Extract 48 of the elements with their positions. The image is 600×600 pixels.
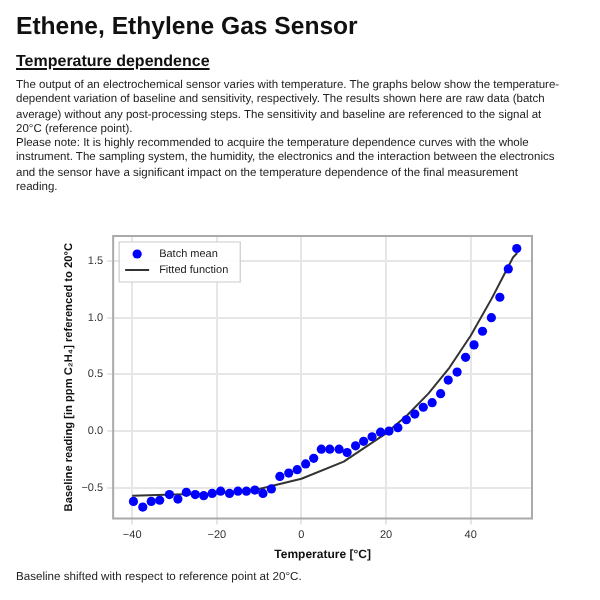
point bbox=[258, 488, 268, 499]
chart-subtitle: Temperature dependence bbox=[16, 52, 210, 70]
point bbox=[375, 427, 386, 437]
point bbox=[199, 491, 209, 501]
point bbox=[427, 398, 437, 408]
point bbox=[367, 432, 377, 442]
point bbox=[384, 426, 394, 436]
point bbox=[241, 486, 252, 496]
point bbox=[410, 409, 420, 419]
point bbox=[443, 375, 453, 385]
point bbox=[173, 494, 183, 504]
point bbox=[292, 465, 302, 475]
point bbox=[486, 313, 496, 323]
point bbox=[216, 486, 226, 496]
point bbox=[275, 471, 285, 482]
point bbox=[495, 292, 505, 302]
point bbox=[512, 243, 522, 254]
point bbox=[503, 264, 513, 274]
point bbox=[359, 436, 369, 446]
point bbox=[309, 453, 319, 463]
point bbox=[146, 496, 156, 506]
point bbox=[181, 487, 191, 497]
chart-title: Ethene, Ethylene Gas Sensor bbox=[16, 12, 358, 40]
point bbox=[469, 340, 479, 350]
point bbox=[301, 459, 311, 469]
point bbox=[164, 489, 175, 500]
point bbox=[418, 402, 428, 412]
point bbox=[350, 441, 361, 451]
point bbox=[284, 468, 294, 478]
point bbox=[401, 415, 411, 425]
point bbox=[477, 326, 488, 336]
point bbox=[393, 423, 403, 433]
point bbox=[460, 352, 471, 362]
point bbox=[155, 495, 165, 505]
point bbox=[436, 389, 446, 399]
point bbox=[233, 486, 243, 496]
point bbox=[342, 448, 352, 458]
point bbox=[207, 488, 217, 499]
point bbox=[452, 367, 462, 377]
point bbox=[334, 444, 344, 454]
point bbox=[138, 502, 148, 512]
point bbox=[266, 484, 276, 494]
point bbox=[224, 488, 235, 499]
point bbox=[128, 496, 139, 506]
point bbox=[325, 444, 335, 454]
point bbox=[190, 489, 200, 500]
point bbox=[316, 444, 326, 454]
point bbox=[250, 485, 260, 495]
